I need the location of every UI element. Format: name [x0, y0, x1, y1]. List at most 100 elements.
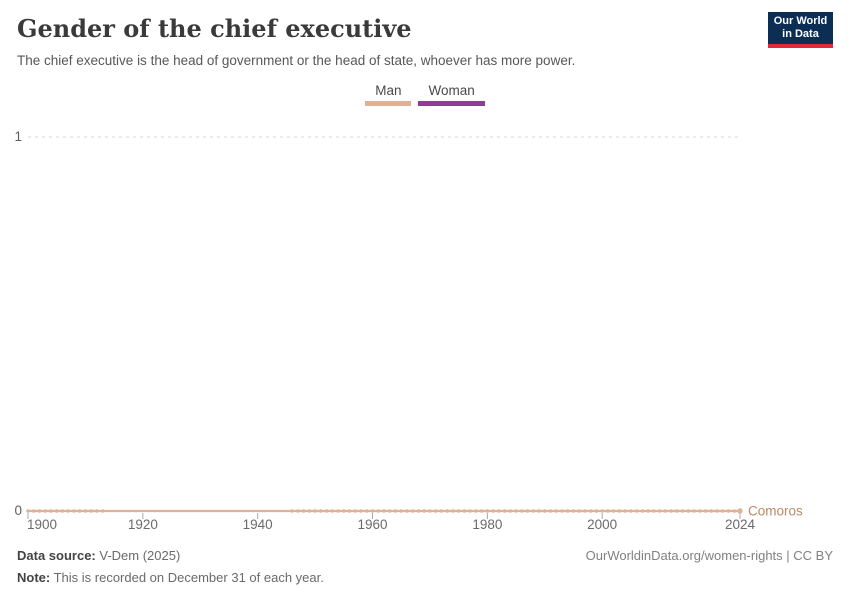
data-point[interactable] [296, 509, 300, 513]
data-point[interactable] [359, 509, 363, 513]
data-point[interactable] [623, 509, 627, 513]
data-point[interactable] [342, 509, 346, 513]
data-point[interactable] [100, 509, 105, 513]
data-point[interactable] [422, 509, 426, 513]
data-point[interactable] [364, 509, 369, 513]
data-point[interactable] [548, 509, 553, 513]
data-point[interactable] [410, 509, 415, 513]
data-point[interactable] [606, 509, 610, 513]
data-point[interactable] [468, 509, 472, 513]
data-point[interactable] [686, 509, 691, 513]
data-point[interactable] [680, 509, 685, 513]
data-point[interactable] [663, 509, 668, 513]
data-point[interactable] [634, 509, 639, 513]
data-point[interactable] [399, 509, 404, 513]
data-point[interactable] [95, 509, 99, 513]
data-point[interactable] [652, 509, 656, 513]
data-point[interactable] [451, 509, 455, 513]
data-point[interactable] [583, 509, 587, 513]
data-point[interactable] [60, 509, 65, 513]
data-point[interactable] [640, 509, 645, 513]
legend-item-man[interactable]: Man [365, 83, 412, 106]
data-point[interactable] [669, 509, 673, 513]
data-point[interactable] [77, 509, 82, 513]
data-point[interactable] [387, 509, 392, 513]
data-point[interactable] [439, 509, 444, 513]
data-point[interactable] [726, 509, 731, 513]
data-point[interactable] [709, 509, 714, 513]
data-point[interactable] [508, 509, 513, 513]
chart-footer: Data source: V-Dem (2025) Note: This is … [17, 548, 833, 592]
data-point[interactable] [502, 509, 507, 513]
data-point[interactable] [537, 509, 541, 513]
note-label: Note: [17, 570, 51, 585]
data-point[interactable] [445, 509, 449, 513]
data-point[interactable] [43, 509, 48, 513]
data-point[interactable] [330, 509, 335, 513]
data-point[interactable] [646, 509, 650, 513]
data-point[interactable] [54, 509, 59, 513]
data-point[interactable] [600, 509, 604, 513]
data-point[interactable] [376, 509, 381, 513]
data-point[interactable] [594, 509, 599, 513]
data-point[interactable] [301, 509, 306, 513]
data-point[interactable] [571, 509, 576, 513]
data-point[interactable] [588, 509, 593, 513]
data-point[interactable] [611, 509, 616, 513]
data-point[interactable] [525, 509, 530, 513]
data-point[interactable] [531, 509, 536, 513]
data-point[interactable] [497, 509, 501, 513]
x-axis-label-1900: 1900 [27, 517, 57, 532]
data-point[interactable] [565, 509, 570, 513]
data-point[interactable] [433, 509, 438, 513]
data-point[interactable] [715, 509, 719, 513]
data-point[interactable] [72, 509, 76, 513]
data-point[interactable] [732, 509, 737, 513]
data-point[interactable] [324, 509, 329, 513]
data-point[interactable] [83, 509, 88, 513]
data-point[interactable] [393, 509, 398, 513]
data-point[interactable] [37, 509, 42, 513]
data-point[interactable] [26, 509, 30, 513]
owid-logo-line1: Our World [773, 15, 828, 27]
data-point[interactable] [479, 509, 484, 513]
data-point[interactable] [657, 509, 662, 513]
data-point[interactable] [560, 509, 564, 513]
data-point[interactable] [577, 509, 582, 513]
legend-item-woman[interactable]: Woman [418, 83, 485, 106]
data-point[interactable] [370, 509, 375, 513]
data-point[interactable] [491, 509, 495, 513]
data-point[interactable] [629, 509, 633, 513]
data-point[interactable] [514, 509, 518, 513]
data-point[interactable] [456, 509, 461, 513]
data-point[interactable] [307, 509, 312, 513]
data-point[interactable] [720, 509, 725, 513]
data-point[interactable] [416, 509, 421, 513]
data-point[interactable] [692, 509, 696, 513]
data-point[interactable] [485, 509, 490, 513]
data-point[interactable] [31, 509, 36, 513]
data-point[interactable] [382, 509, 386, 513]
data-point[interactable] [617, 509, 622, 513]
data-point[interactable] [347, 509, 352, 513]
data-point[interactable] [313, 509, 317, 513]
data-point[interactable] [474, 509, 478, 513]
data-point[interactable] [319, 509, 323, 513]
data-point[interactable] [66, 509, 70, 513]
data-point[interactable] [336, 509, 340, 513]
footer-url[interactable]: OurWorldinData.org/women-rights | CC BY [585, 548, 833, 563]
data-point[interactable] [554, 509, 559, 513]
data-point[interactable] [703, 509, 708, 513]
data-point[interactable] [462, 509, 467, 513]
data-point[interactable] [520, 509, 524, 513]
data-point[interactable] [698, 509, 702, 513]
data-point[interactable] [428, 509, 432, 513]
data-point[interactable] [89, 509, 93, 513]
data-point[interactable] [49, 509, 53, 513]
data-point[interactable] [675, 509, 679, 513]
data-point[interactable] [542, 509, 547, 513]
data-point[interactable] [405, 509, 409, 513]
data-point[interactable] [290, 509, 294, 513]
data-point[interactable] [353, 509, 358, 513]
